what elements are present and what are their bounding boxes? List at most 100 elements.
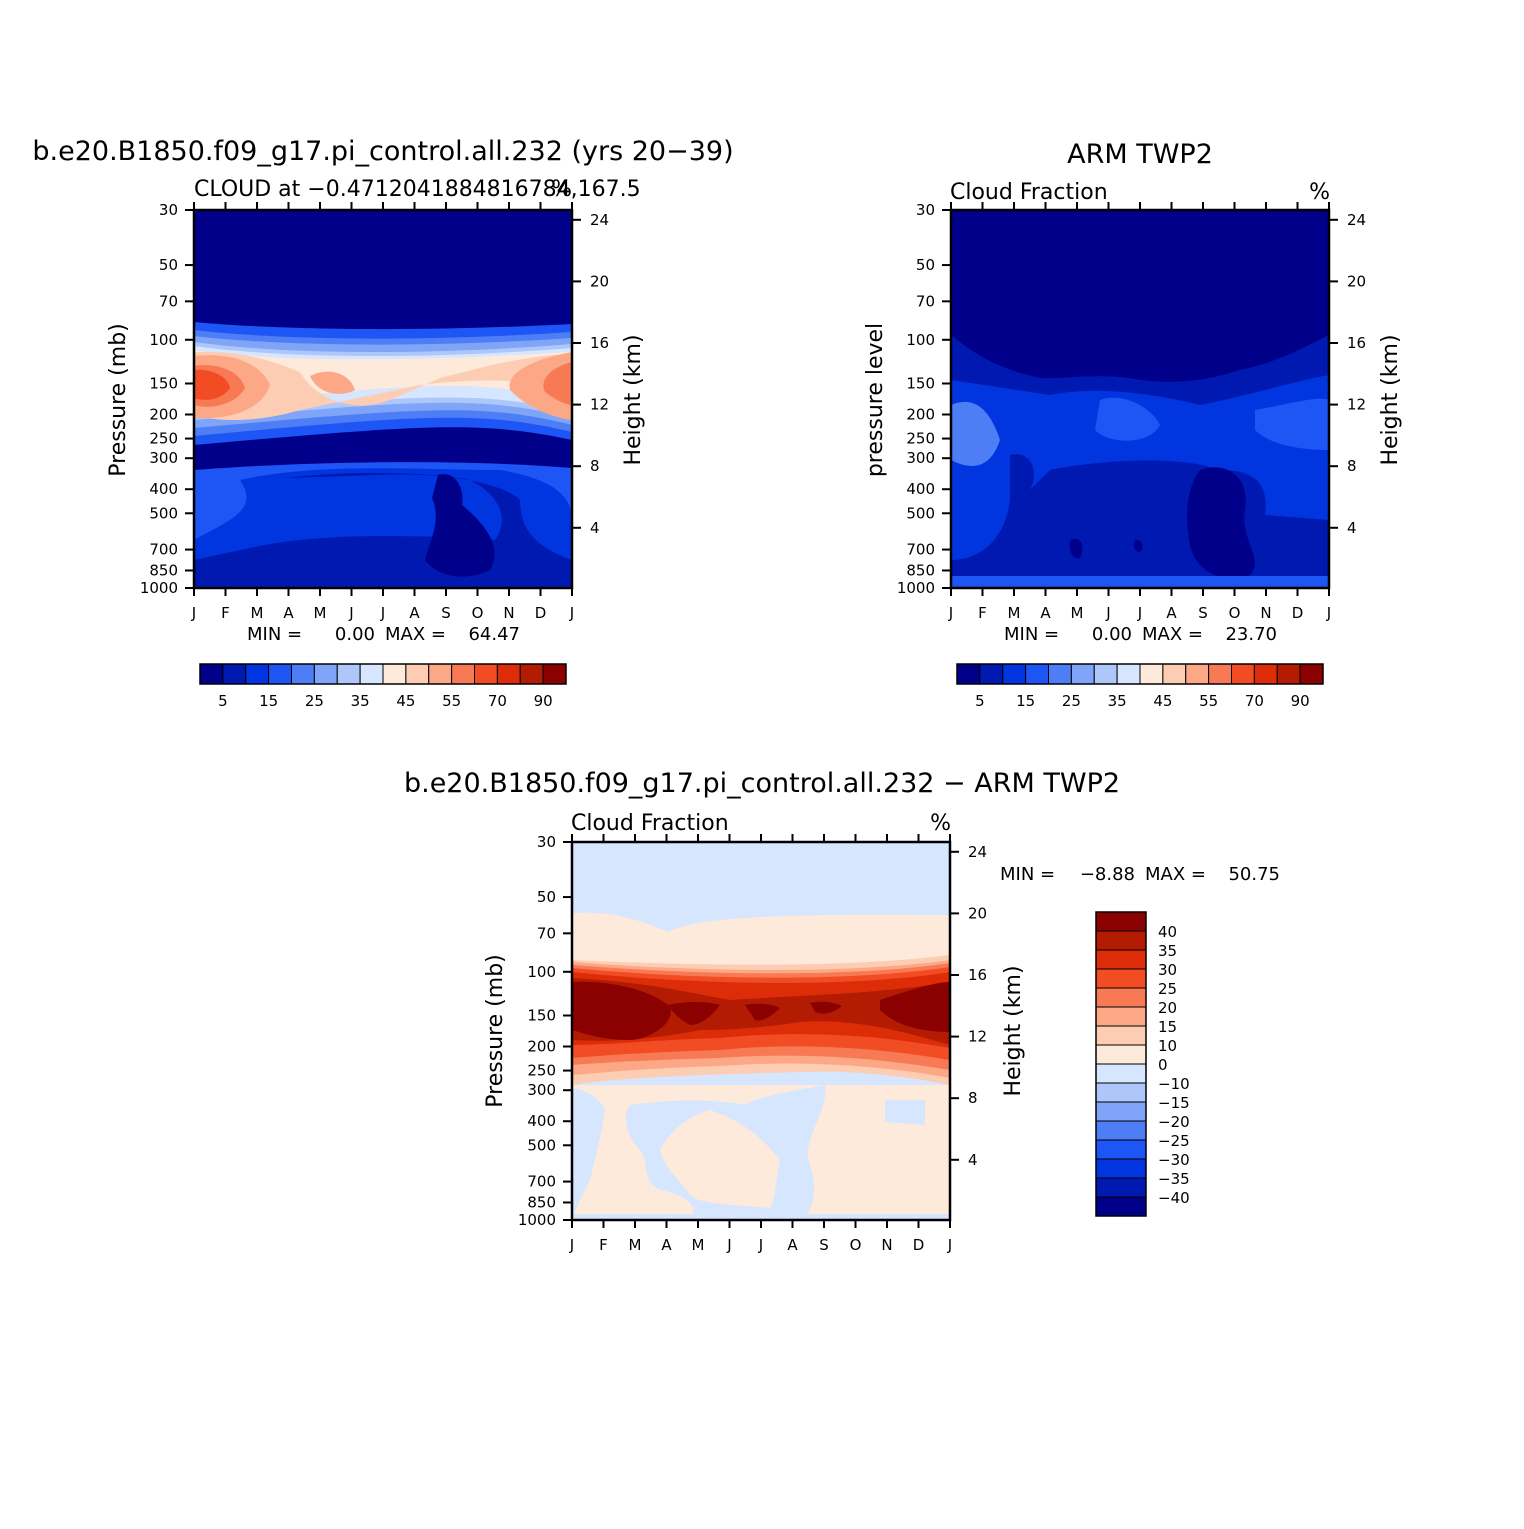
x-tick-label: J [380,604,385,622]
colorbar-swatch [1095,1120,1147,1141]
panel-model-band-10 [194,369,230,400]
panel-obs-patch-a [951,401,1000,466]
y-tick-label: 300 [527,1081,556,1099]
colorbar-swatch [1185,663,1210,685]
y-tick-right-label: 12 [968,1028,987,1046]
panel-obs-min-label: MIN = [1004,624,1059,645]
y-tick-right-label: 8 [968,1089,978,1107]
colorbar-label: −25 [1158,1132,1190,1150]
colorbar-label: 40 [1158,923,1177,941]
panel-model-mid-4 [425,474,495,577]
colorbar-label: 25 [1158,980,1177,998]
colorbar-label: −10 [1158,1075,1190,1093]
colorbar-swatch [1095,1025,1147,1046]
x-tick-label: M [251,604,264,622]
panel-diff-min-label: MIN = [1000,864,1055,885]
y-tick-label: 150 [906,374,935,392]
colorbar-swatch [1299,663,1324,685]
colorbar-label: 45 [396,692,415,710]
panel-obs-colorbar: 5 15 25 35 45 55 70 90 [956,663,1324,710]
colorbar-swatch [1095,1063,1147,1084]
x-tick-label: S [819,1236,829,1254]
colorbar-label: 55 [442,692,461,710]
colorbar-label: 35 [351,692,370,710]
y-tick-label: 700 [149,541,178,559]
colorbar-swatch [1208,663,1232,685]
colorbar-swatch [405,663,430,685]
panel-diff-max-label: MAX = [1145,864,1206,885]
y-tick-label: 50 [916,256,935,274]
colorbar-label: −15 [1158,1094,1190,1112]
y-tick-label: 30 [537,833,556,851]
colorbar-swatch [474,663,498,685]
colorbar-label: −20 [1158,1113,1190,1131]
x-tick-label: J [1105,604,1110,622]
colorbar-swatch [1093,663,1118,685]
colorbar-swatch [1095,1044,1147,1065]
panel-obs-patch-c [1255,398,1329,450]
colorbar-frame [1095,911,1147,1217]
y-tick-label: 70 [537,924,556,942]
x-tick-label: S [441,604,451,622]
colorbar-swatch [1095,1196,1147,1217]
y-tick-label: 700 [906,541,935,559]
colorbar-label: 90 [1291,692,1310,710]
colorbar-label: 45 [1153,692,1172,710]
x-tick-label: F [978,604,987,622]
y-tick-right-label: 20 [968,904,987,922]
x-tick-label: M [692,1236,705,1254]
x-tick-label: A [661,1236,672,1254]
colorbar-swatch [1253,663,1278,685]
colorbar-label: 10 [1158,1037,1177,1055]
colorbar-swatch [1048,663,1072,685]
colorbar-swatch [268,663,292,685]
colorbar-swatch [1162,663,1187,685]
colorbar-swatch [291,663,315,685]
colorbar-label: 5 [218,692,228,710]
colorbar-swatch [1095,930,1147,951]
y-tick-right-label: 24 [968,843,987,861]
colorbar-label: 25 [1062,692,1081,710]
x-tick-label: O [1229,604,1241,622]
panel-obs-band-2 [951,335,1329,405]
panel-obs-title: ARM TWP2 [1067,139,1213,170]
y-tick-label: 700 [527,1173,556,1191]
panel-model-max-value: 64.47 [468,624,520,645]
x-tick-label: J [348,604,353,622]
colorbar-swatch [1095,1082,1147,1103]
colorbar-swatch [382,663,407,685]
y-tick-right-label: 12 [1347,396,1366,414]
x-tick-label: D [913,1236,925,1254]
y-tick-label: 70 [159,292,178,310]
colorbar-swatch [496,663,521,685]
panel-obs-ylabel: pressure level [863,323,888,477]
x-tick-label: M [629,1236,642,1254]
x-tick-label: J [1137,604,1142,622]
x-tick-label: F [221,604,230,622]
y-tick-right-label: 4 [968,1151,978,1169]
x-tick-label: J [569,604,574,622]
y-tick-right-label: 16 [590,334,609,352]
y-tick-right-label: 16 [1347,334,1366,352]
colorbar-swatch [956,663,981,685]
panel-obs-min-value: 0.00 [1092,624,1132,645]
panel-model-min-value: 0.00 [335,624,375,645]
y-tick-label: 400 [906,480,935,498]
panel-obs-top-fill [951,210,1329,382]
panel-obs-lower-dot-a [1069,538,1083,559]
panel-diff-core-c [745,1003,780,1021]
colorbar-swatch [1095,1101,1147,1122]
x-tick-label: O [472,604,484,622]
x-tick-label: D [535,604,547,622]
panel-obs-subtitle: Cloud Fraction [950,180,1108,205]
y-tick-label: 30 [159,201,178,219]
panel-obs-max-value: 23.70 [1225,624,1277,645]
panel-diff-ylabel: Pressure (mb) [483,954,508,1108]
y-tick-label: 100 [906,331,935,349]
x-tick-label: N [881,1236,892,1254]
colorbar-swatch [1095,968,1147,989]
colorbar-label: −30 [1158,1151,1190,1169]
